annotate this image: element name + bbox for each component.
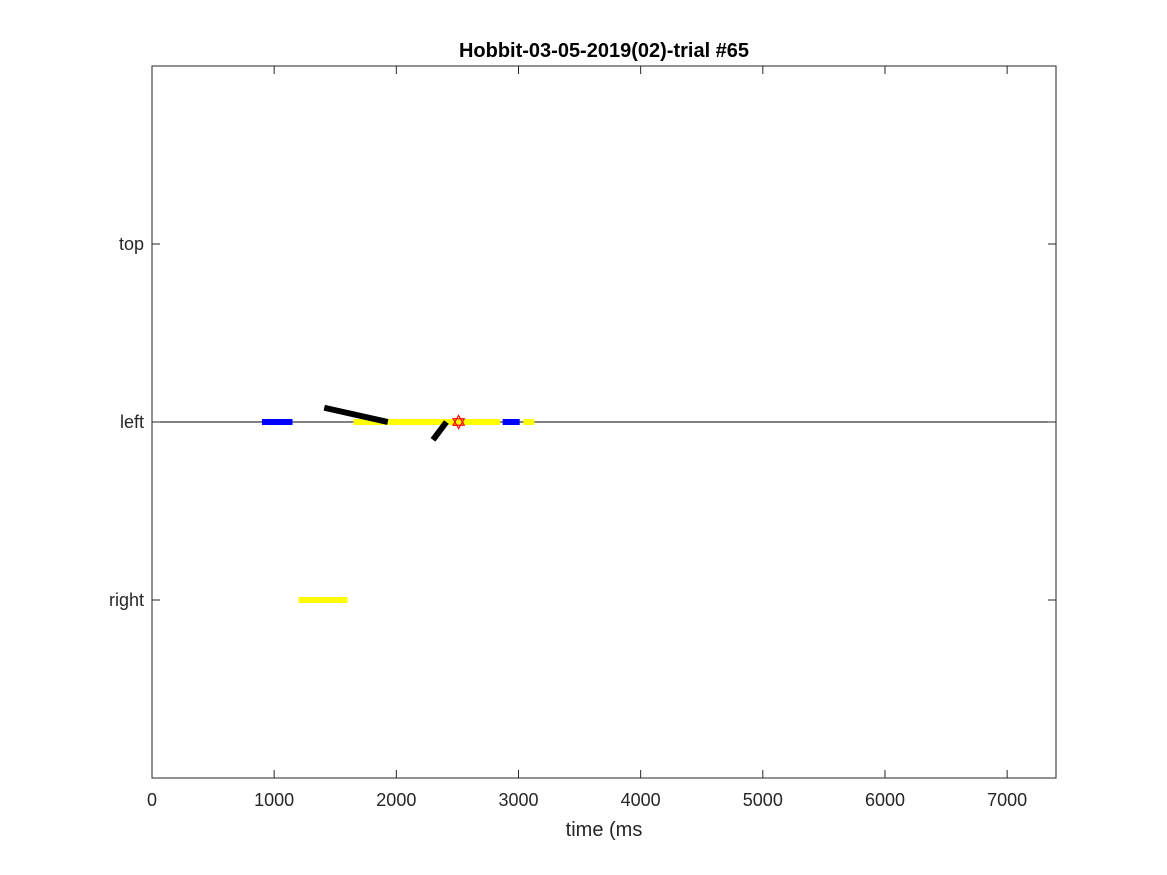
plot-marks [152,404,1056,603]
y-tick-label: top [119,234,144,254]
x-tick-label: 0 [147,790,157,810]
series-segment-5 [323,404,389,425]
x-tick-label: 2000 [376,790,416,810]
x-tick-label: 1000 [254,790,294,810]
x-tick-label: 7000 [987,790,1027,810]
series-segment-6 [430,420,449,442]
x-axis-label: time (ms [566,819,643,841]
x-tick-label: 5000 [743,790,783,810]
x-tick-label: 6000 [865,790,905,810]
y-tick-label: left [120,412,144,432]
y-axis-ticks: right left top [109,234,1056,610]
x-tick-label: 3000 [498,790,538,810]
x-axis-ticks: 0 1000 2000 3000 4000 5000 6000 7000 [147,66,1027,810]
chart-title: Hobbit-03-05-2019(02)-trial #65 [459,40,749,62]
star-marker-0 [451,414,466,430]
y-tick-label: right [109,590,144,610]
x-tick-label: 4000 [621,790,661,810]
